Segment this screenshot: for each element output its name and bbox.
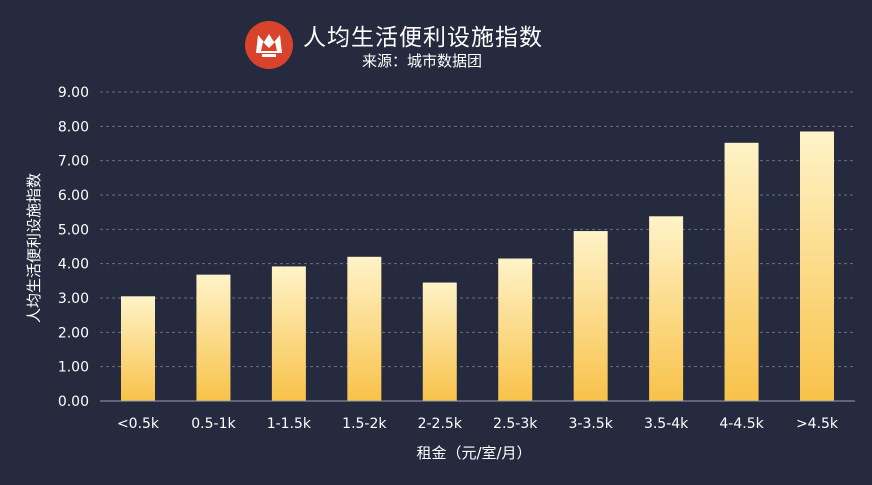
x-tick-label: <0.5k <box>117 416 160 432</box>
bar <box>121 296 155 401</box>
x-tick-label: >4.5k <box>796 416 839 432</box>
x-tick-label: 2-2.5k <box>418 416 463 432</box>
x-tick-label: 3-3.5k <box>568 416 613 432</box>
bar <box>724 142 759 401</box>
x-tick-label: 3.5-4k <box>644 416 689 432</box>
bar <box>196 274 231 401</box>
bars <box>121 131 834 401</box>
y-tick-label: 4.00 <box>58 257 89 273</box>
chart-header: 人均生活便利设施指数 来源：城市数据团 <box>0 0 872 90</box>
y-tick-label: 8.00 <box>58 119 89 135</box>
x-tick-label: 1.5-2k <box>342 416 387 432</box>
x-tick-label: 0.5-1k <box>191 416 236 432</box>
bar <box>271 266 306 401</box>
chart-subtitle: 来源：城市数据团 <box>362 52 483 70</box>
bar <box>498 258 533 401</box>
y-axis-label: 人均生活便利设施指数 <box>25 173 43 323</box>
x-axis-label: 租金（元/室/月） <box>416 444 531 462</box>
x-tick-label: 2.5-3k <box>493 416 538 432</box>
y-tick-label: 0.00 <box>58 394 89 410</box>
bar <box>347 256 382 401</box>
bar <box>422 282 457 401</box>
y-tick-label: 1.00 <box>58 360 89 376</box>
y-tick-label: 6.00 <box>58 188 89 204</box>
y-tick-label: 9.00 <box>58 85 89 101</box>
y-tick-label: 2.00 <box>58 325 89 341</box>
x-tick-label: 4-4.5k <box>719 416 764 432</box>
x-axis-ticks: <0.5k 0.5-1k 1-1.5k 1.5-2k 2-2.5k 2.5-3k 3-3.5… <box>117 416 839 432</box>
y-tick-label: 5.00 <box>58 222 89 238</box>
y-tick-label: 7.00 <box>58 154 89 170</box>
bar <box>800 131 834 401</box>
y-tick-label: 3.00 <box>58 291 89 307</box>
bar <box>573 231 608 401</box>
x-tick-label: 1-1.5k <box>267 416 312 432</box>
chart-title: 人均生活便利设施指数 <box>303 25 543 51</box>
y-axis-ticks: 0.00 1.00 2.00 3.00 4.00 5.00 6.00 7.00 8.00 9.00 <box>58 85 89 410</box>
bar <box>649 216 684 401</box>
city-data-team-logo-icon <box>245 21 293 69</box>
